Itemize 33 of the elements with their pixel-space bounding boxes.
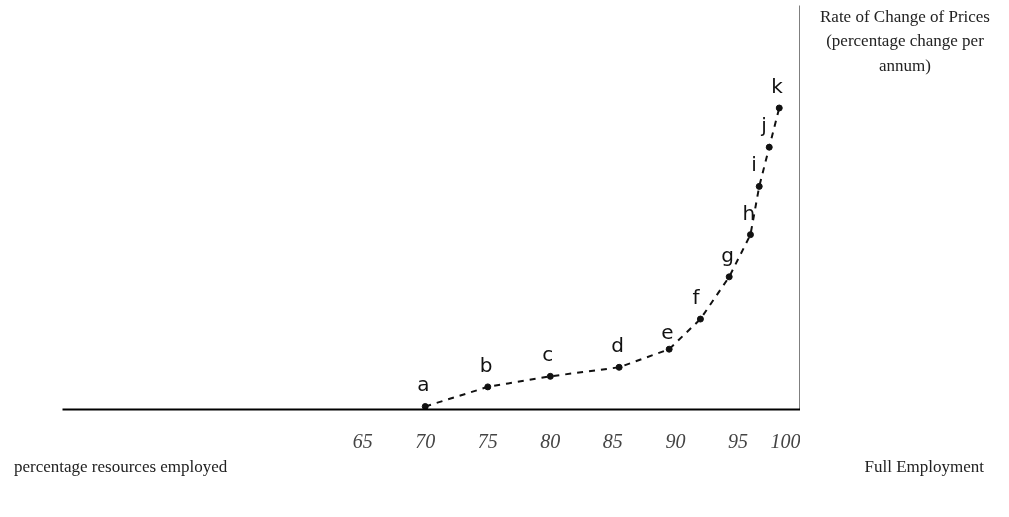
point [484, 383, 492, 391]
x-tick-label: 65 [352, 429, 373, 452]
point [665, 345, 673, 353]
x-tick-label: 70 [415, 429, 436, 452]
x-tick-label: 100 [770, 429, 801, 452]
annotation: b [479, 352, 493, 377]
y-axis-title: Rate of Change of Prices (percentage change per annum) [819, 6, 991, 77]
point [725, 273, 733, 281]
point [746, 231, 754, 239]
x-tick-label: 85 [602, 429, 623, 452]
point [755, 182, 763, 190]
x-axis-title: percentage resources employed [14, 456, 228, 478]
point [546, 372, 554, 380]
x-tick-label: 75 [477, 429, 498, 452]
x-tick-label: 90 [665, 429, 686, 452]
annotation: d [611, 333, 624, 358]
point [696, 315, 704, 323]
point [615, 363, 623, 371]
annotation: a [417, 372, 430, 397]
x-tick-label: 80 [540, 429, 561, 452]
point [421, 402, 429, 410]
annotation: i [751, 152, 757, 177]
annotation: g [721, 242, 734, 267]
annotation: k [771, 74, 784, 99]
annotation: j [760, 113, 767, 138]
annotation: e [661, 320, 674, 345]
text: Full Employment [864, 456, 984, 478]
x-tick-label: 95 [727, 429, 748, 452]
annotation: f [692, 285, 701, 310]
point [765, 143, 773, 151]
annotation: c [542, 342, 554, 367]
point [775, 104, 783, 112]
annotation: h [742, 200, 756, 225]
